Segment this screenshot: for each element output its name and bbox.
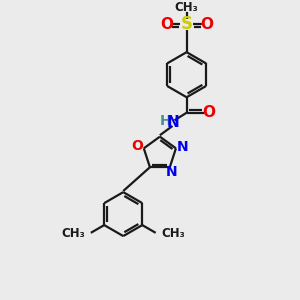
Text: CH₃: CH₃ [175, 1, 199, 13]
Text: O: O [160, 16, 173, 32]
Text: CH₃: CH₃ [61, 227, 85, 240]
Text: O: O [132, 139, 143, 153]
Text: CH₃: CH₃ [162, 227, 185, 240]
Text: N: N [176, 140, 188, 154]
Text: H: H [160, 114, 171, 128]
Text: N: N [167, 115, 180, 130]
FancyBboxPatch shape [161, 19, 171, 29]
FancyBboxPatch shape [202, 19, 212, 29]
Text: O: O [202, 105, 215, 120]
Text: N: N [165, 165, 177, 179]
Text: S: S [181, 15, 193, 33]
FancyBboxPatch shape [178, 2, 195, 12]
Text: O: O [200, 16, 213, 32]
